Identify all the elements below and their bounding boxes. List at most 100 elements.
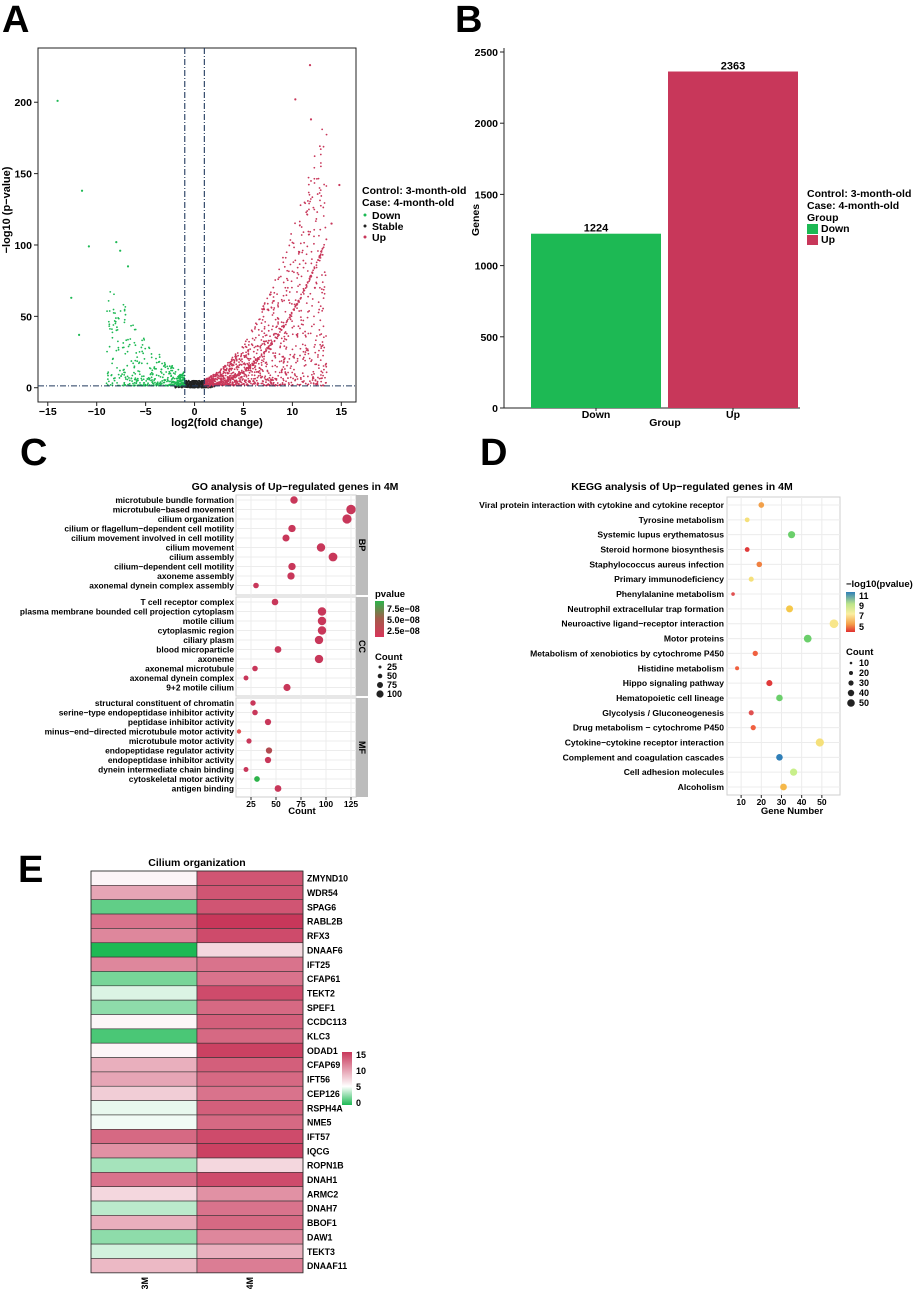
go-size-marker-3 — [377, 682, 383, 688]
volcano-up-point — [245, 379, 247, 382]
volcano-stable-point — [199, 383, 201, 385]
volcano-up-point — [260, 344, 263, 347]
volcano-up-point — [325, 238, 328, 241]
volcano-up-point — [278, 276, 280, 279]
volcano-up-point — [282, 294, 285, 297]
volcano-up-point — [292, 261, 295, 264]
go-dot — [282, 534, 290, 542]
volcano-down-point — [161, 380, 164, 382]
volcano-up-point — [300, 309, 303, 312]
volcano-up-point — [282, 321, 285, 324]
volcano-up-point — [257, 375, 260, 377]
volcano-up-point — [227, 380, 230, 383]
volcano-down-point — [132, 324, 134, 327]
volcano-stable-point — [193, 386, 196, 389]
volcano-up-point — [300, 234, 303, 236]
volcano-up-point — [304, 382, 307, 385]
volcano-down-point — [146, 362, 149, 365]
go-dot — [316, 543, 326, 552]
volcano-up-point — [264, 362, 267, 364]
volcano-down-point — [141, 343, 144, 346]
volcano-up-point — [222, 372, 224, 375]
volcano-up-point — [260, 382, 263, 385]
volcano-up-point — [319, 359, 322, 362]
volcano-up-point — [216, 376, 219, 379]
volcano-up-point — [313, 242, 315, 245]
volcano-up-point — [308, 310, 311, 312]
volcano-up-point — [270, 339, 273, 342]
volcano-up-point — [283, 335, 286, 338]
volcano-down-point — [142, 375, 145, 378]
volcano-up-point — [234, 379, 237, 382]
volcano-down-point — [158, 353, 161, 356]
volcano-up-point — [306, 375, 309, 378]
volcano-down-point — [110, 374, 113, 376]
volcano-up-point — [285, 380, 287, 383]
volcano-up-point — [307, 176, 310, 179]
volcano-up-point — [239, 378, 241, 381]
volcano-up-point — [284, 286, 287, 289]
go-dot — [288, 524, 296, 533]
volcano-up-point — [247, 344, 250, 346]
kegg-term-label: Viral protein interaction with cytokine … — [479, 500, 724, 510]
volcano-down-point — [135, 382, 138, 385]
volcano-up-point — [315, 383, 317, 385]
kegg-dotplot: Viral protein interaction with cytokine … — [479, 496, 841, 807]
heatmap-colorbar — [342, 1052, 352, 1105]
volcano-up-point — [302, 319, 305, 322]
volcano-up-point — [271, 359, 274, 362]
go-term-label: cilium movement involved in cell motilit… — [71, 533, 234, 543]
volcano-up-point — [222, 375, 225, 377]
volcano-up-point — [230, 363, 233, 365]
volcano-down-point — [109, 327, 111, 330]
volcano-stable-point — [191, 379, 194, 382]
volcano-up-point — [315, 261, 318, 264]
kegg-size-label-3: 30 — [859, 678, 869, 688]
go-dot — [346, 504, 356, 515]
go-colorbar — [375, 601, 384, 637]
volcano-up-point — [313, 235, 315, 238]
volcano-outlier-point — [126, 265, 130, 268]
volcano-up-point — [287, 371, 289, 374]
volcano-down-point — [122, 303, 125, 306]
volcano-up-point — [299, 327, 301, 330]
volcano-up-point — [299, 316, 302, 319]
volcano-down-point — [137, 370, 139, 372]
volcano-up-point — [282, 377, 284, 380]
kegg-x-tick-label: 40 — [797, 797, 807, 807]
volcano-up-point — [274, 356, 277, 359]
volcano-up-point — [271, 314, 274, 316]
volcano-up-point — [302, 350, 305, 353]
heatmap-cell — [196, 956, 304, 972]
go-term-label: plasma membrane bounded cell projection … — [20, 607, 234, 617]
volcano-up-point — [322, 384, 324, 387]
volcano-up-point — [276, 382, 279, 384]
volcano-up-point — [274, 332, 276, 335]
volcano-down-point — [150, 376, 153, 379]
volcano-up-point — [278, 371, 281, 374]
volcano-up-point — [299, 376, 302, 379]
volcano-up-point — [259, 368, 262, 370]
heatmap-grid: ZMYND10 WDR54 SPAG6 RABL2B RFX3 DNAAF6 IFT25 CF… — [90, 870, 348, 1274]
volcano-outlier-point — [338, 183, 341, 187]
volcano-up-point — [235, 359, 238, 362]
heatmap-cell — [196, 1100, 304, 1116]
volcano-up-point — [211, 378, 214, 380]
volcano-point-cloud — [105, 128, 328, 389]
volcano-up-point — [251, 364, 254, 367]
volcano-up-point — [320, 288, 323, 291]
go-dot — [317, 616, 327, 626]
volcano-up-point — [250, 329, 253, 332]
volcano-up-point — [272, 296, 275, 298]
volcano-up-point — [205, 382, 208, 385]
volcano-up-point — [282, 358, 285, 361]
volcano-up-point — [250, 382, 252, 385]
volcano-down-point — [132, 362, 135, 365]
heatmap-panel: Cilium organization ZMYND10 WDR54 SPAG6 RAB… — [90, 857, 366, 1289]
volcano-up-point — [261, 382, 264, 385]
go-facet-strip — [356, 495, 368, 595]
volcano-up-point — [313, 177, 316, 180]
go-term-label: microtubule motor activity — [129, 736, 235, 746]
volcano-down-point — [163, 361, 166, 364]
volcano-up-point — [225, 380, 227, 383]
